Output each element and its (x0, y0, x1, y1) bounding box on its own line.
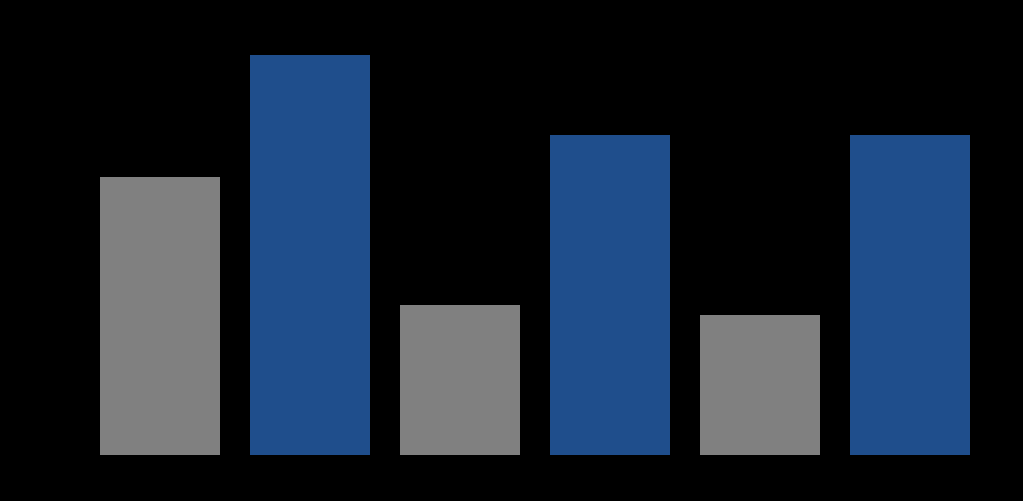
bar-6 (850, 135, 970, 455)
bar-3 (400, 305, 520, 455)
bar-chart (0, 0, 1023, 501)
bar-5 (700, 315, 820, 455)
bar-2 (250, 55, 370, 455)
bar-1 (100, 177, 220, 455)
bar-4 (550, 135, 670, 455)
